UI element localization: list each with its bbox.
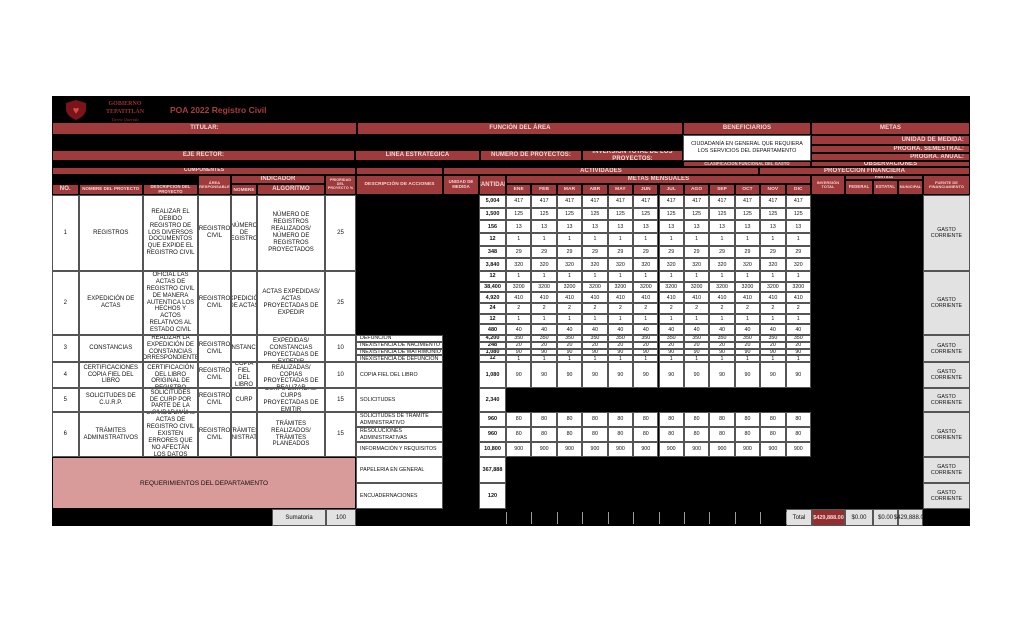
svg-text:♥: ♥	[73, 105, 80, 117]
